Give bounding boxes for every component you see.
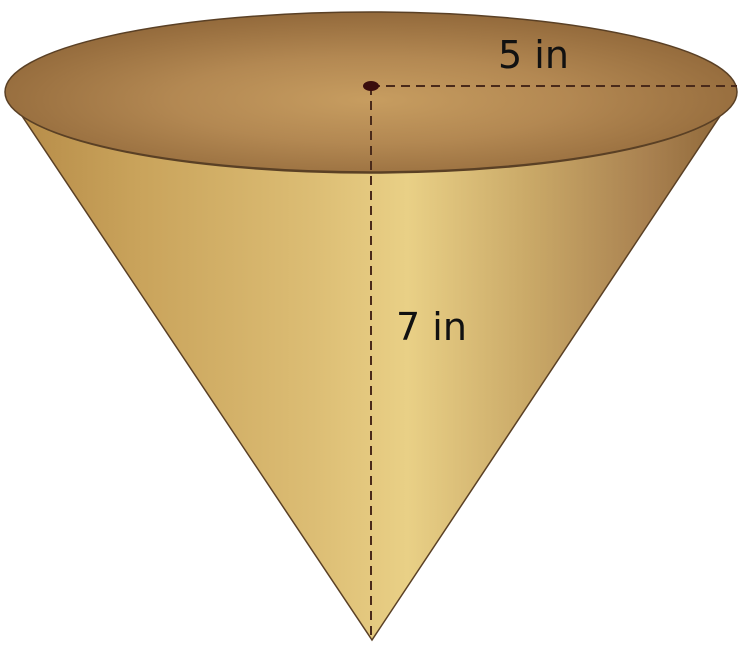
height-label: 7 in [396,305,467,349]
radius-label: 5 in [498,33,569,77]
center-point [363,81,379,91]
